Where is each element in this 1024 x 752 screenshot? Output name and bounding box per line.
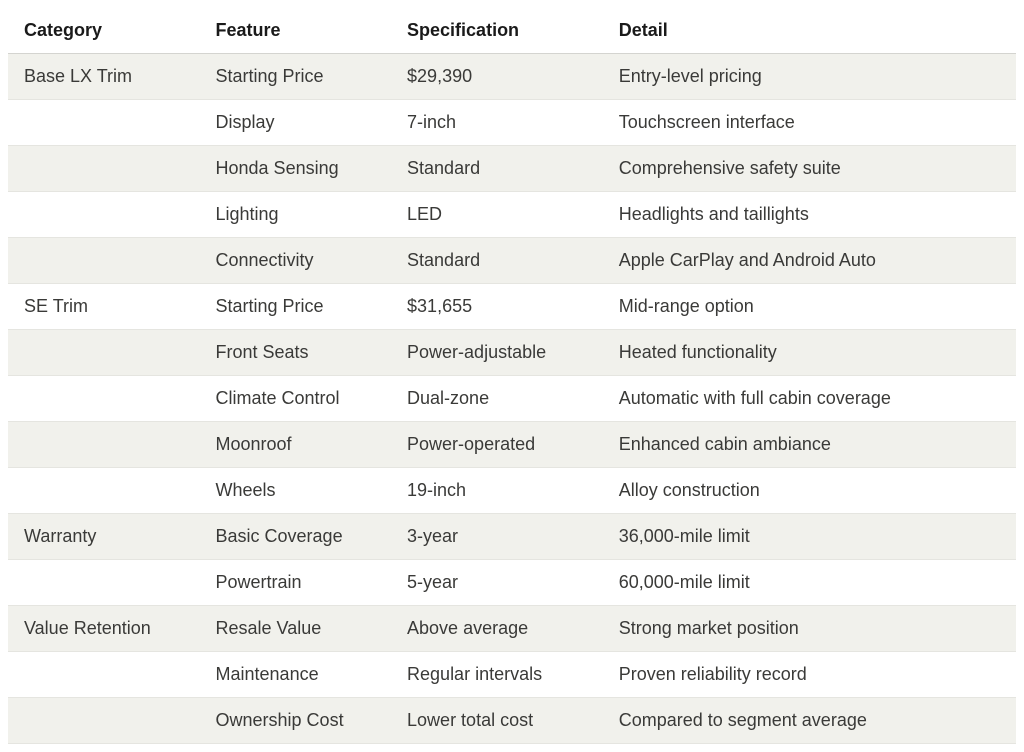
spec-table: Category Feature Specification Detail Ba…: [8, 8, 1016, 744]
cell-detail: Enhanced cabin ambiance: [603, 422, 1016, 468]
cell-specification: 19-inch: [391, 468, 603, 514]
cell-category: SE Trim: [8, 284, 200, 330]
cell-category: Base LX Trim: [8, 54, 200, 100]
cell-category: Warranty: [8, 514, 200, 560]
cell-detail: Alloy construction: [603, 468, 1016, 514]
cell-specification: Standard: [391, 146, 603, 192]
table-row: Front Seats Power-adjustable Heated func…: [8, 330, 1016, 376]
table-row: Connectivity Standard Apple CarPlay and …: [8, 238, 1016, 284]
cell-detail: Comprehensive safety suite: [603, 146, 1016, 192]
cell-feature: Basic Coverage: [200, 514, 392, 560]
cell-category: [8, 330, 200, 376]
cell-category: [8, 238, 200, 284]
cell-detail: Entry-level pricing: [603, 54, 1016, 100]
cell-detail: Heated functionality: [603, 330, 1016, 376]
table-header-row: Category Feature Specification Detail: [8, 8, 1016, 54]
table-row: Display 7-inch Touchscreen interface: [8, 100, 1016, 146]
table-row: Wheels 19-inch Alloy construction: [8, 468, 1016, 514]
cell-detail: Compared to segment average: [603, 698, 1016, 744]
table-row: Powertrain 5-year 60,000-mile limit: [8, 560, 1016, 606]
cell-specification: $31,655: [391, 284, 603, 330]
table-row: Climate Control Dual-zone Automatic with…: [8, 376, 1016, 422]
cell-feature: Front Seats: [200, 330, 392, 376]
cell-category: [8, 422, 200, 468]
cell-feature: Display: [200, 100, 392, 146]
cell-specification: 5-year: [391, 560, 603, 606]
table-row: Honda Sensing Standard Comprehensive saf…: [8, 146, 1016, 192]
table-row: Lighting LED Headlights and taillights: [8, 192, 1016, 238]
table-row: Value Retention Resale Value Above avera…: [8, 606, 1016, 652]
cell-category: Value Retention: [8, 606, 200, 652]
cell-feature: Honda Sensing: [200, 146, 392, 192]
cell-feature: Wheels: [200, 468, 392, 514]
cell-specification: Power-operated: [391, 422, 603, 468]
cell-category: [8, 192, 200, 238]
cell-detail: Touchscreen interface: [603, 100, 1016, 146]
cell-detail: Mid-range option: [603, 284, 1016, 330]
table-row: SE Trim Starting Price $31,655 Mid-range…: [8, 284, 1016, 330]
cell-specification: Dual-zone: [391, 376, 603, 422]
table-row: Moonroof Power-operated Enhanced cabin a…: [8, 422, 1016, 468]
cell-category: [8, 100, 200, 146]
col-header-detail: Detail: [603, 8, 1016, 54]
cell-feature: Connectivity: [200, 238, 392, 284]
col-header-specification: Specification: [391, 8, 603, 54]
cell-detail: 60,000-mile limit: [603, 560, 1016, 606]
cell-specification: $29,390: [391, 54, 603, 100]
cell-detail: Apple CarPlay and Android Auto: [603, 238, 1016, 284]
cell-specification: Above average: [391, 606, 603, 652]
cell-feature: Climate Control: [200, 376, 392, 422]
cell-specification: 3-year: [391, 514, 603, 560]
cell-category: [8, 698, 200, 744]
cell-detail: Strong market position: [603, 606, 1016, 652]
cell-feature: Powertrain: [200, 560, 392, 606]
cell-category: [8, 560, 200, 606]
cell-feature: Starting Price: [200, 54, 392, 100]
cell-category: [8, 146, 200, 192]
table-row: Warranty Basic Coverage 3-year 36,000-mi…: [8, 514, 1016, 560]
cell-specification: 7-inch: [391, 100, 603, 146]
cell-specification: LED: [391, 192, 603, 238]
cell-feature: Ownership Cost: [200, 698, 392, 744]
table-row: Base LX Trim Starting Price $29,390 Entr…: [8, 54, 1016, 100]
col-header-feature: Feature: [200, 8, 392, 54]
cell-feature: Resale Value: [200, 606, 392, 652]
cell-detail: 36,000-mile limit: [603, 514, 1016, 560]
col-header-category: Category: [8, 8, 200, 54]
cell-feature: Starting Price: [200, 284, 392, 330]
table-row: Ownership Cost Lower total cost Compared…: [8, 698, 1016, 744]
cell-detail: Automatic with full cabin coverage: [603, 376, 1016, 422]
cell-specification: Lower total cost: [391, 698, 603, 744]
cell-category: [8, 376, 200, 422]
cell-category: [8, 468, 200, 514]
cell-feature: Moonroof: [200, 422, 392, 468]
cell-specification: Power-adjustable: [391, 330, 603, 376]
cell-feature: Lighting: [200, 192, 392, 238]
cell-specification: Standard: [391, 238, 603, 284]
cell-detail: Headlights and taillights: [603, 192, 1016, 238]
